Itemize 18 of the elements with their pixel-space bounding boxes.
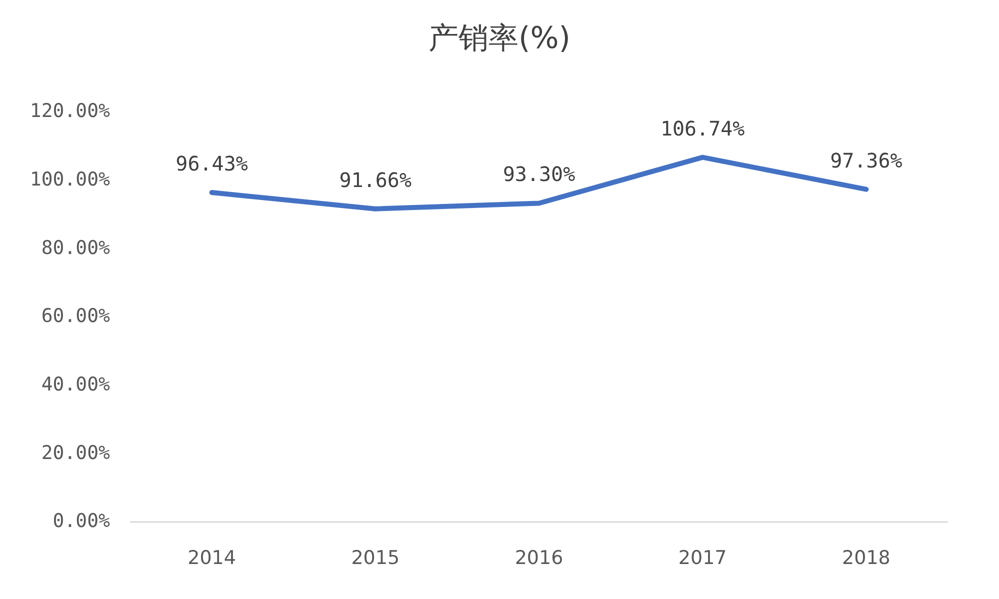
y-tick-label: 120.00% <box>30 100 111 122</box>
data-label: 106.74% <box>660 116 745 140</box>
x-tick-label: 2015 <box>351 547 400 569</box>
y-tick-label: 100.00% <box>30 168 111 191</box>
y-tick-label: 40.00% <box>41 374 111 396</box>
chart-title: 产销率(%) <box>428 21 570 56</box>
x-tick-label: 2018 <box>842 547 890 569</box>
y-tick-label: 80.00% <box>41 236 111 259</box>
data-label: 91.66% <box>339 168 412 192</box>
x-tick-label: 2017 <box>678 547 727 569</box>
x-tick-label: 2014 <box>188 547 236 569</box>
data-label: 97.36% <box>830 148 902 172</box>
x-tick-label: 2016 <box>514 547 564 569</box>
y-tick-label: 0.00% <box>52 510 111 532</box>
y-tick-label: 20.00% <box>41 442 111 464</box>
data-label: 93.30% <box>502 162 576 186</box>
y-tick-label: 60.00% <box>41 305 111 328</box>
data-label: 96.43% <box>176 152 248 176</box>
